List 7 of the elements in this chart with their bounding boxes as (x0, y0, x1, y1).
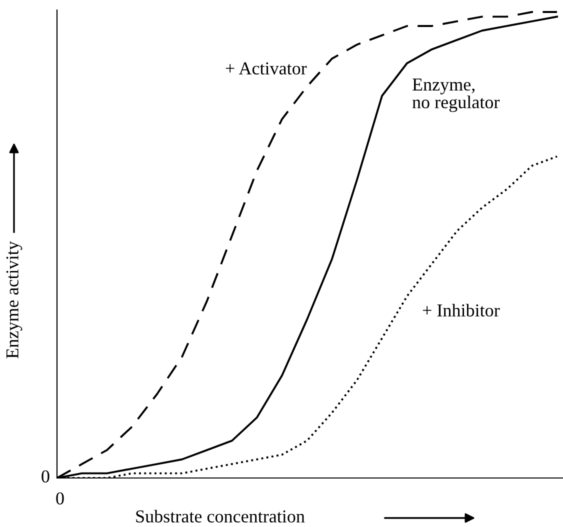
series-label: Enzyme, no regulator (412, 78, 500, 112)
text: 0 (42, 470, 50, 483)
series-label: + Inhibitor (422, 304, 500, 317)
series-label: + Activator (226, 62, 307, 75)
text: 0 (56, 492, 64, 505)
y-axis-title: Enzyme activity (6, 241, 22, 358)
x-axis-title: Substrate concentration (136, 510, 305, 523)
